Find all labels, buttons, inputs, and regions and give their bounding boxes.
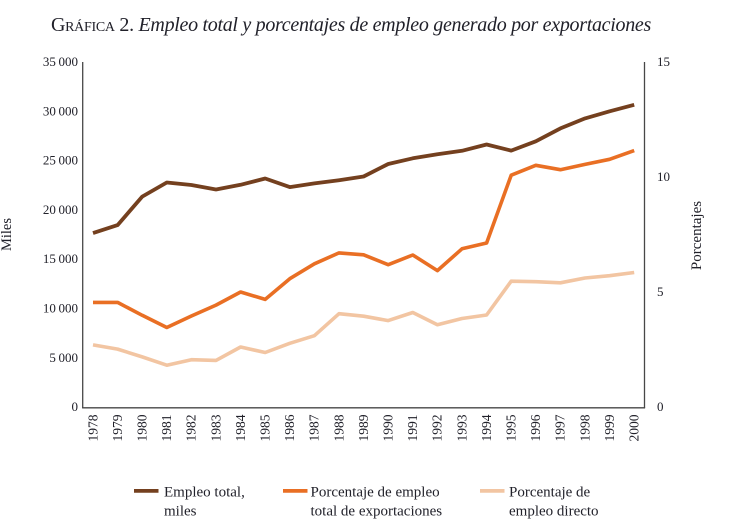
svg-text:1989: 1989 bbox=[356, 414, 371, 441]
svg-text:1985: 1985 bbox=[258, 414, 273, 441]
svg-text:5 000: 5 000 bbox=[49, 350, 78, 365]
svg-text:10 000: 10 000 bbox=[43, 301, 78, 316]
svg-text:Empleo total,: Empleo total, bbox=[164, 485, 245, 501]
svg-text:Porcentaje de empleo: Porcentaje de empleo bbox=[311, 485, 440, 501]
svg-text:1986: 1986 bbox=[282, 414, 297, 441]
svg-text:1991: 1991 bbox=[405, 415, 420, 442]
svg-text:0: 0 bbox=[72, 399, 79, 414]
svg-text:15: 15 bbox=[657, 54, 670, 69]
svg-text:1990: 1990 bbox=[381, 414, 396, 441]
svg-text:1978: 1978 bbox=[85, 414, 100, 441]
svg-text:Gráfica 2. Empleo total y porc: Gráfica 2. Empleo total y porcentajes de… bbox=[51, 14, 651, 36]
svg-text:Porcentaje de: Porcentaje de bbox=[509, 485, 591, 501]
svg-text:15 000: 15 000 bbox=[43, 251, 78, 266]
svg-text:35 000: 35 000 bbox=[43, 54, 78, 69]
svg-text:1995: 1995 bbox=[504, 414, 519, 441]
svg-text:1980: 1980 bbox=[135, 414, 150, 441]
svg-text:total de exportaciones: total de exportaciones bbox=[311, 504, 443, 520]
svg-text:1994: 1994 bbox=[479, 414, 494, 441]
svg-text:1984: 1984 bbox=[233, 414, 248, 441]
svg-text:1981: 1981 bbox=[159, 415, 174, 442]
svg-text:10: 10 bbox=[657, 169, 670, 184]
svg-text:1997: 1997 bbox=[553, 414, 568, 441]
svg-text:Porcentajes: Porcentajes bbox=[689, 201, 705, 270]
svg-text:5: 5 bbox=[657, 284, 664, 299]
svg-text:1988: 1988 bbox=[331, 414, 346, 441]
svg-text:1993: 1993 bbox=[454, 414, 469, 441]
svg-text:empleo directo: empleo directo bbox=[509, 504, 599, 520]
svg-text:1979: 1979 bbox=[110, 414, 125, 441]
svg-text:miles: miles bbox=[164, 504, 197, 520]
svg-text:1982: 1982 bbox=[184, 415, 199, 442]
svg-text:Miles: Miles bbox=[0, 218, 15, 251]
svg-text:1998: 1998 bbox=[577, 414, 592, 441]
svg-text:0: 0 bbox=[657, 399, 664, 414]
svg-text:1992: 1992 bbox=[430, 415, 445, 442]
svg-text:1999: 1999 bbox=[602, 414, 617, 441]
svg-text:25 000: 25 000 bbox=[43, 153, 78, 168]
svg-text:30 000: 30 000 bbox=[43, 103, 78, 118]
svg-text:1996: 1996 bbox=[528, 414, 543, 441]
svg-text:20 000: 20 000 bbox=[43, 202, 78, 217]
svg-text:1983: 1983 bbox=[208, 414, 223, 441]
svg-text:2000: 2000 bbox=[627, 414, 642, 441]
svg-text:1987: 1987 bbox=[307, 414, 322, 441]
